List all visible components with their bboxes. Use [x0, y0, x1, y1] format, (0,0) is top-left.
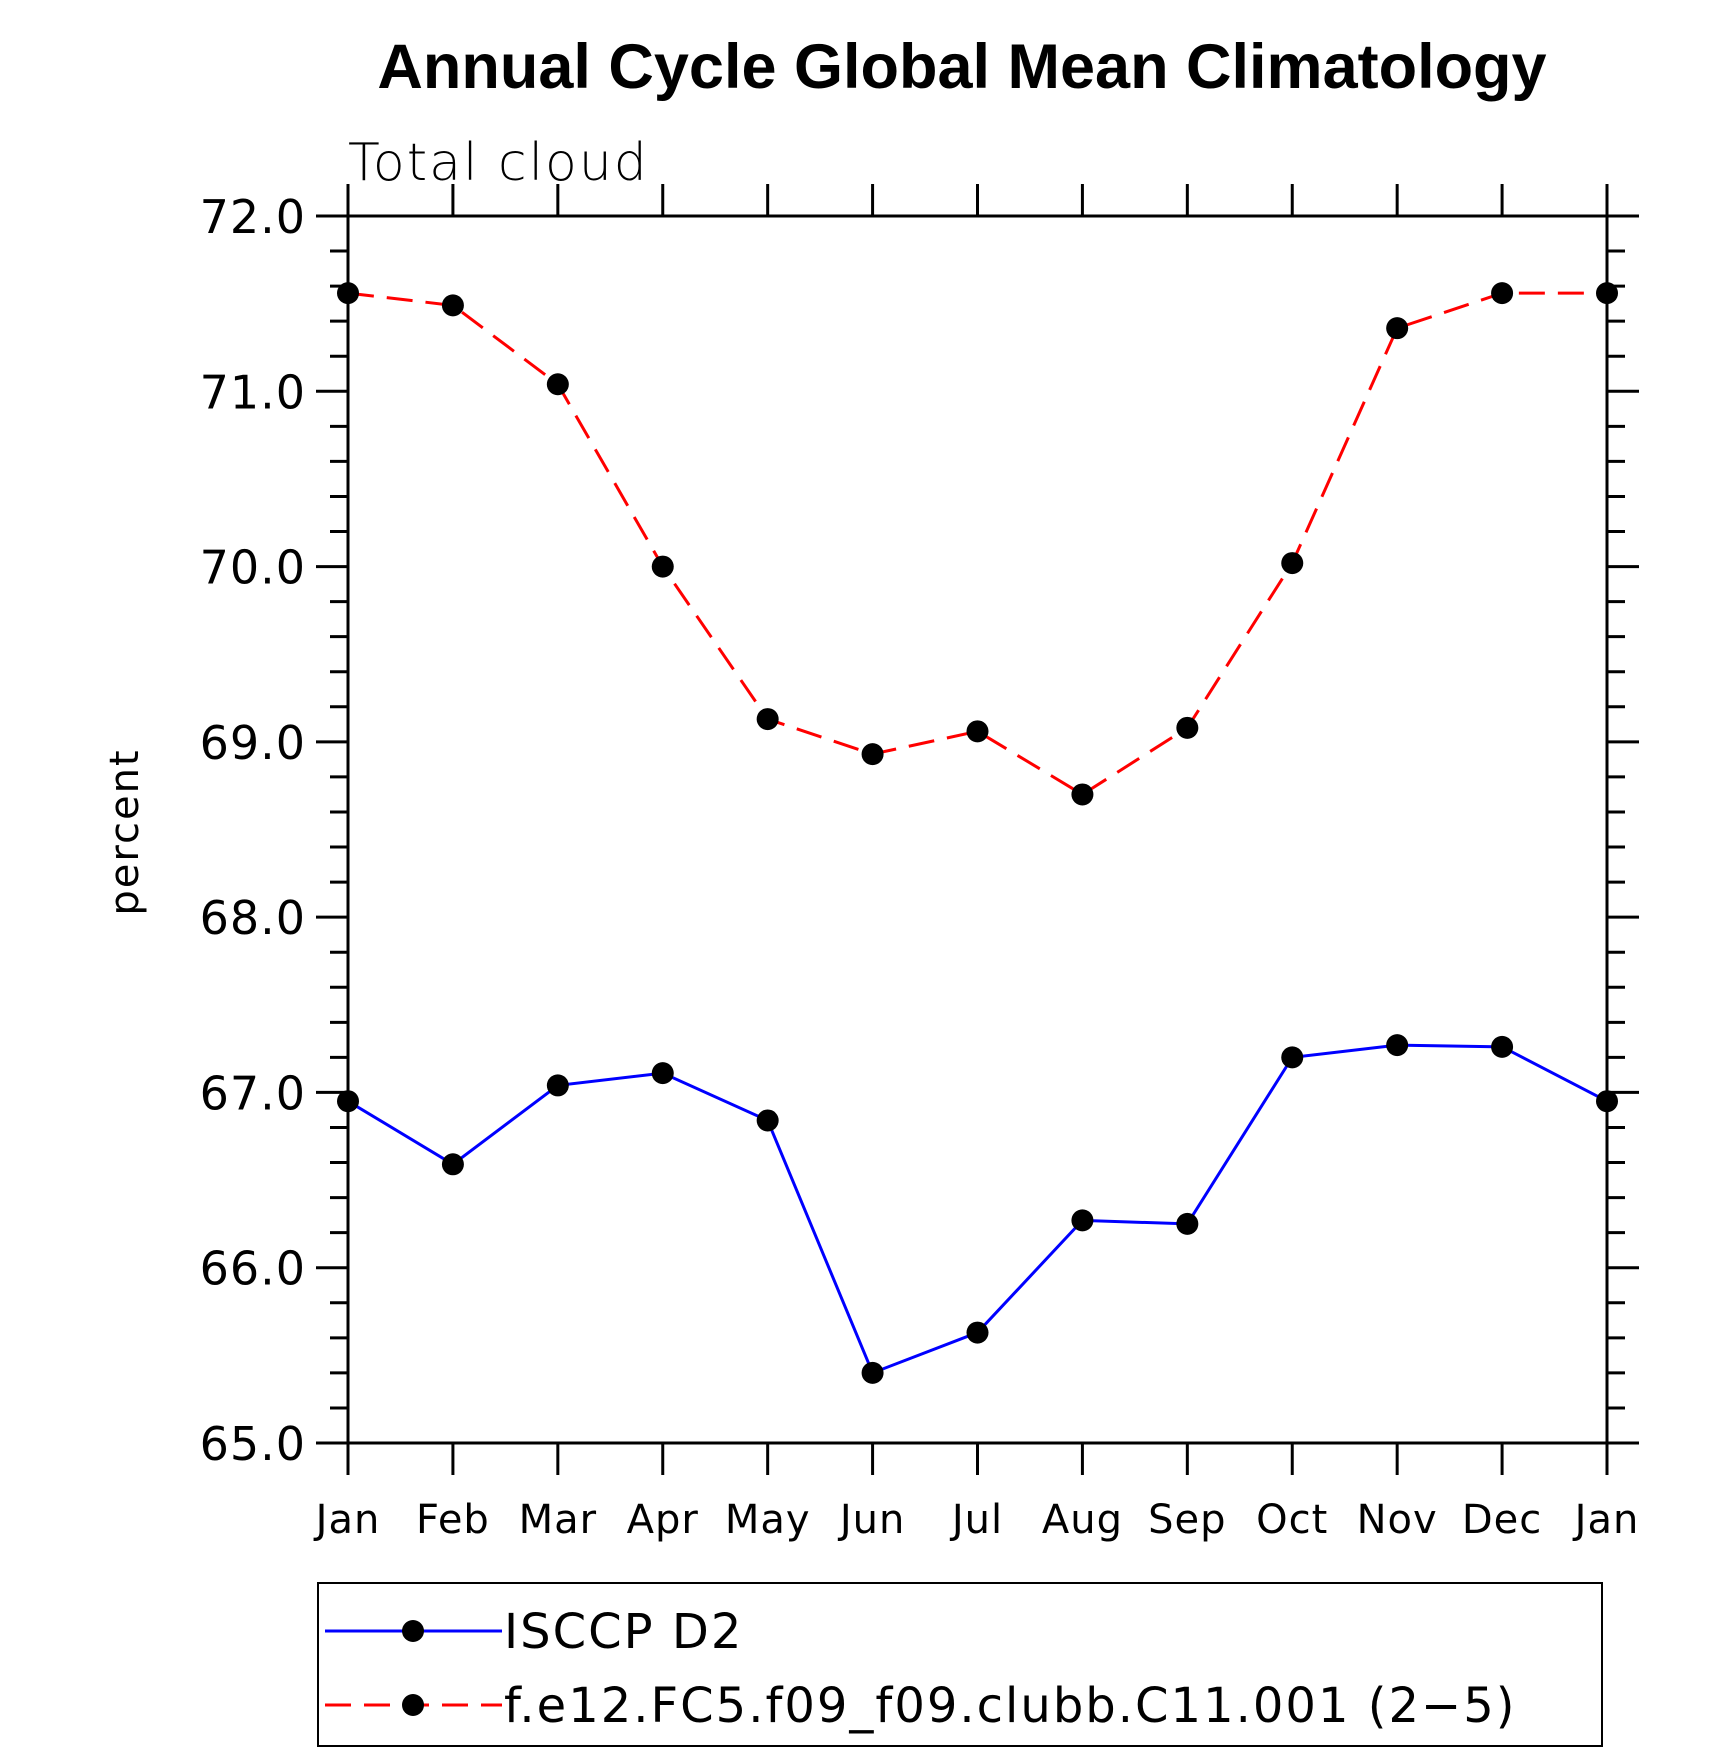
data-point — [1491, 282, 1514, 305]
data-point — [337, 282, 359, 305]
chart-title: Annual Cycle Global Mean Climatology — [377, 32, 1546, 102]
y-tick-label: 67.0 — [200, 1066, 306, 1120]
y-tick-label: 70.0 — [200, 541, 306, 595]
axes-layer: 65.0 66.0 67.0 68.0 69.0 70.0 71.0 72.0 Jan Feb Ma… — [200, 184, 1640, 1543]
x-tick-label: Nov — [1357, 1497, 1438, 1543]
y-tick-label: 68.0 — [200, 891, 306, 945]
y-tick-label: 66.0 — [200, 1242, 306, 1296]
data-point — [756, 708, 779, 731]
legend-label: f.e12.FC5.f09_f09.clubb.C11.001 (2−5) — [504, 1678, 1516, 1734]
data-point — [966, 720, 989, 743]
y-tick-label: 71.0 — [200, 365, 306, 419]
x-tick-label: Oct — [1256, 1497, 1328, 1543]
plot-frame — [346, 214, 1609, 1445]
x-tick-label: Apr — [627, 1497, 699, 1543]
legend: ISCCP D2 f.e12.FC5.f09_f09.clubb.C11.001 … — [317, 1582, 1603, 1747]
data-point — [861, 743, 884, 766]
legend-box — [317, 1582, 1603, 1747]
series-line — [347, 291, 1607, 797]
data-point — [1071, 1209, 1094, 1232]
x-tick-label: Sep — [1148, 1497, 1226, 1543]
data-point — [1596, 282, 1618, 305]
data-point — [861, 1361, 884, 1384]
legend-label: ISCCP D2 — [504, 1604, 743, 1660]
data-point — [546, 373, 569, 396]
data-point — [1386, 1034, 1409, 1057]
x-tick-label: Aug — [1042, 1497, 1123, 1543]
series-layer — [337, 282, 1618, 1384]
chart-subtitle: Total cloud — [348, 133, 649, 193]
data-point — [756, 1109, 779, 1132]
data-point — [1596, 1090, 1618, 1113]
x-tick-label: Feb — [416, 1497, 490, 1543]
y-tick-label: 69.0 — [200, 716, 306, 770]
data-point — [1176, 1212, 1199, 1235]
data-point — [1071, 783, 1094, 806]
data-point — [1281, 552, 1304, 575]
x-tick-label: Dec — [1462, 1497, 1542, 1543]
y-tick-label: 65.0 — [200, 1417, 306, 1471]
y-tick-label: 72.0 — [200, 190, 306, 244]
x-tick-label: Jan — [313, 1497, 381, 1543]
x-tick-label: Mar — [519, 1497, 597, 1543]
series-0 — [337, 1034, 1618, 1384]
data-point — [441, 1153, 464, 1176]
data-point — [546, 1074, 569, 1097]
series-1 — [337, 282, 1618, 806]
legend-marker — [402, 1694, 424, 1716]
data-point — [337, 1090, 359, 1113]
data-point — [1491, 1035, 1514, 1058]
data-point — [1386, 317, 1409, 340]
x-tick-label: Jul — [949, 1497, 1003, 1543]
data-point — [651, 555, 674, 578]
x-tick-label: May — [725, 1497, 811, 1543]
x-tick-label: Jun — [837, 1497, 906, 1543]
data-point — [966, 1321, 989, 1344]
x-tick-label: Jan — [1572, 1497, 1640, 1543]
data-point — [441, 294, 464, 317]
data-point — [1281, 1046, 1304, 1069]
data-point — [1176, 716, 1199, 739]
data-point — [651, 1062, 674, 1085]
legend-marker — [402, 1620, 424, 1642]
y-axis-label: percent — [102, 748, 148, 915]
